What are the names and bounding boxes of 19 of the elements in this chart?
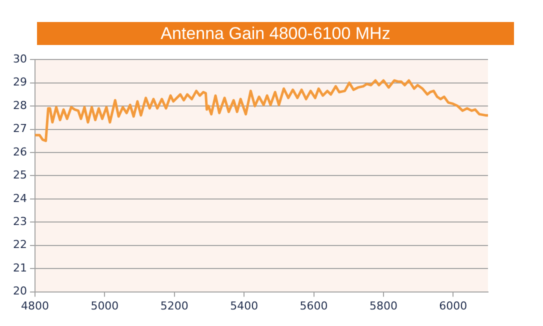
y-tick-label: 27 — [12, 122, 27, 136]
y-tick-label: 20 — [12, 284, 27, 298]
y-tick-label: 22 — [12, 238, 27, 252]
chart-title: Antenna Gain 4800-6100 MHz — [37, 22, 514, 45]
x-tick-label: 5400 — [230, 299, 258, 312]
y-tick-label: 30 — [12, 52, 27, 66]
y-tick-label: 23 — [12, 215, 27, 228]
y-tick-label: 24 — [12, 192, 27, 205]
x-tick-label: 4800 — [20, 299, 49, 312]
y-tick-label: 28 — [12, 98, 27, 112]
x-tick-label: 5600 — [300, 299, 328, 312]
x-tick-label: 5800 — [369, 299, 398, 312]
x-tick-label: 6000 — [439, 299, 468, 312]
x-tick-label: 5000 — [90, 299, 119, 312]
x-tick-label: 5200 — [160, 299, 188, 312]
y-tick-label: 26 — [12, 145, 27, 158]
y-tick-label: 25 — [12, 168, 27, 182]
y-tick-label: 21 — [12, 261, 27, 274]
y-tick-label: 29 — [12, 76, 27, 89]
